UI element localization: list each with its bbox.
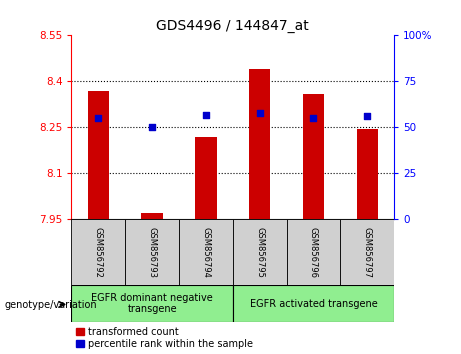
Text: GSM856795: GSM856795 <box>255 227 264 278</box>
Point <box>202 112 210 118</box>
Bar <box>179 219 233 285</box>
Bar <box>125 219 179 285</box>
Text: genotype/variation: genotype/variation <box>5 300 97 310</box>
Bar <box>142 213 163 219</box>
Text: GSM856792: GSM856792 <box>94 227 103 278</box>
Text: GSM856794: GSM856794 <box>201 227 210 278</box>
Text: GSM856796: GSM856796 <box>309 227 318 278</box>
Text: EGFR dominant negative
transgene: EGFR dominant negative transgene <box>91 293 213 314</box>
Bar <box>287 219 340 285</box>
Bar <box>195 137 217 219</box>
Point <box>95 115 102 121</box>
Point <box>310 115 317 121</box>
Title: GDS4496 / 144847_at: GDS4496 / 144847_at <box>156 19 309 33</box>
Text: EGFR activated transgene: EGFR activated transgene <box>249 298 378 309</box>
Bar <box>340 219 394 285</box>
Point <box>148 125 156 130</box>
Bar <box>88 91 109 219</box>
Text: GSM856793: GSM856793 <box>148 227 157 278</box>
Bar <box>71 285 233 322</box>
Point <box>256 110 263 115</box>
Bar <box>303 94 324 219</box>
Bar <box>249 69 271 219</box>
Bar <box>233 219 287 285</box>
Legend: transformed count, percentile rank within the sample: transformed count, percentile rank withi… <box>77 327 253 349</box>
Text: GSM856797: GSM856797 <box>363 227 372 278</box>
Bar <box>71 219 125 285</box>
Point <box>364 114 371 119</box>
Bar <box>233 285 394 322</box>
Bar <box>356 129 378 219</box>
